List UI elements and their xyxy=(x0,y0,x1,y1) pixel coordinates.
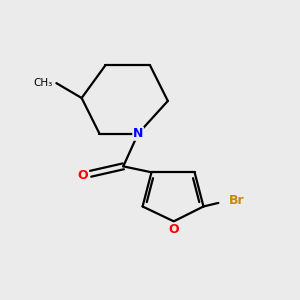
Text: O: O xyxy=(78,169,88,182)
Text: O: O xyxy=(169,223,179,236)
Text: N: N xyxy=(133,127,143,140)
Text: CH₃: CH₃ xyxy=(34,77,53,88)
Text: Br: Br xyxy=(229,194,244,207)
